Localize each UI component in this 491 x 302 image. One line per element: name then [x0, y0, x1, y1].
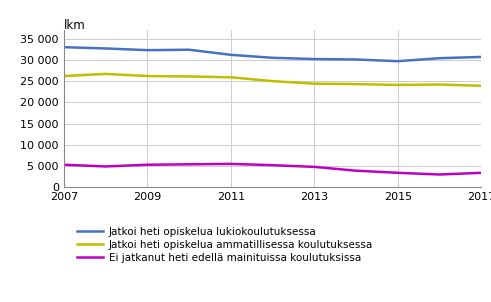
Jatkoi heti opiskelua lukiokoulutuksessa: [436, 56, 442, 60]
Jatkoi heti opiskelua ammatillisessa koulutuksessa: [61, 74, 67, 78]
Ei jatkanut heti edellä mainituissa koulutuksissa: [61, 163, 67, 167]
Ei jatkanut heti edellä mainituissa koulutuksissa: [270, 163, 275, 167]
Jatkoi heti opiskelua ammatillisessa koulutuksessa: [395, 83, 401, 87]
Line: Jatkoi heti opiskelua ammatillisessa koulutuksessa: Jatkoi heti opiskelua ammatillisessa kou…: [64, 74, 481, 86]
Jatkoi heti opiskelua ammatillisessa koulutuksessa: [311, 82, 317, 85]
Jatkoi heti opiskelua lukiokoulutuksessa: [186, 48, 192, 52]
Line: Jatkoi heti opiskelua lukiokoulutuksessa: Jatkoi heti opiskelua lukiokoulutuksessa: [64, 47, 481, 61]
Jatkoi heti opiskelua lukiokoulutuksessa: [395, 59, 401, 63]
Legend: Jatkoi heti opiskelua lukiokoulutuksessa, Jatkoi heti opiskelua ammatillisessa k: Jatkoi heti opiskelua lukiokoulutuksessa…: [78, 227, 373, 263]
Ei jatkanut heti edellä mainituissa koulutuksissa: [103, 165, 109, 168]
Line: Ei jatkanut heti edellä mainituissa koulutuksissa: Ei jatkanut heti edellä mainituissa koul…: [64, 164, 481, 175]
Ei jatkanut heti edellä mainituissa koulutuksissa: [436, 173, 442, 176]
Jatkoi heti opiskelua ammatillisessa koulutuksessa: [478, 84, 484, 88]
Jatkoi heti opiskelua ammatillisessa koulutuksessa: [144, 74, 150, 78]
Jatkoi heti opiskelua lukiokoulutuksessa: [353, 58, 359, 61]
Ei jatkanut heti edellä mainituissa koulutuksissa: [186, 162, 192, 166]
Jatkoi heti opiskelua lukiokoulutuksessa: [270, 56, 275, 59]
Jatkoi heti opiskelua ammatillisessa koulutuksessa: [353, 82, 359, 86]
Jatkoi heti opiskelua lukiokoulutuksessa: [228, 53, 234, 57]
Ei jatkanut heti edellä mainituissa koulutuksissa: [353, 169, 359, 172]
Ei jatkanut heti edellä mainituissa koulutuksissa: [311, 165, 317, 169]
Ei jatkanut heti edellä mainituissa koulutuksissa: [228, 162, 234, 166]
Jatkoi heti opiskelua lukiokoulutuksessa: [144, 48, 150, 52]
Jatkoi heti opiskelua lukiokoulutuksessa: [103, 47, 109, 50]
Ei jatkanut heti edellä mainituissa koulutuksissa: [478, 171, 484, 175]
Jatkoi heti opiskelua ammatillisessa koulutuksessa: [228, 76, 234, 79]
Jatkoi heti opiskelua ammatillisessa koulutuksessa: [103, 72, 109, 76]
Ei jatkanut heti edellä mainituissa koulutuksissa: [144, 163, 150, 167]
Jatkoi heti opiskelua ammatillisessa koulutuksessa: [270, 79, 275, 83]
Ei jatkanut heti edellä mainituissa koulutuksissa: [395, 171, 401, 175]
Jatkoi heti opiskelua lukiokoulutuksessa: [61, 45, 67, 49]
Jatkoi heti opiskelua ammatillisessa koulutuksessa: [186, 75, 192, 78]
Jatkoi heti opiskelua ammatillisessa koulutuksessa: [436, 83, 442, 86]
Jatkoi heti opiskelua lukiokoulutuksessa: [311, 57, 317, 61]
Jatkoi heti opiskelua lukiokoulutuksessa: [478, 55, 484, 59]
Text: lkm: lkm: [64, 19, 85, 32]
